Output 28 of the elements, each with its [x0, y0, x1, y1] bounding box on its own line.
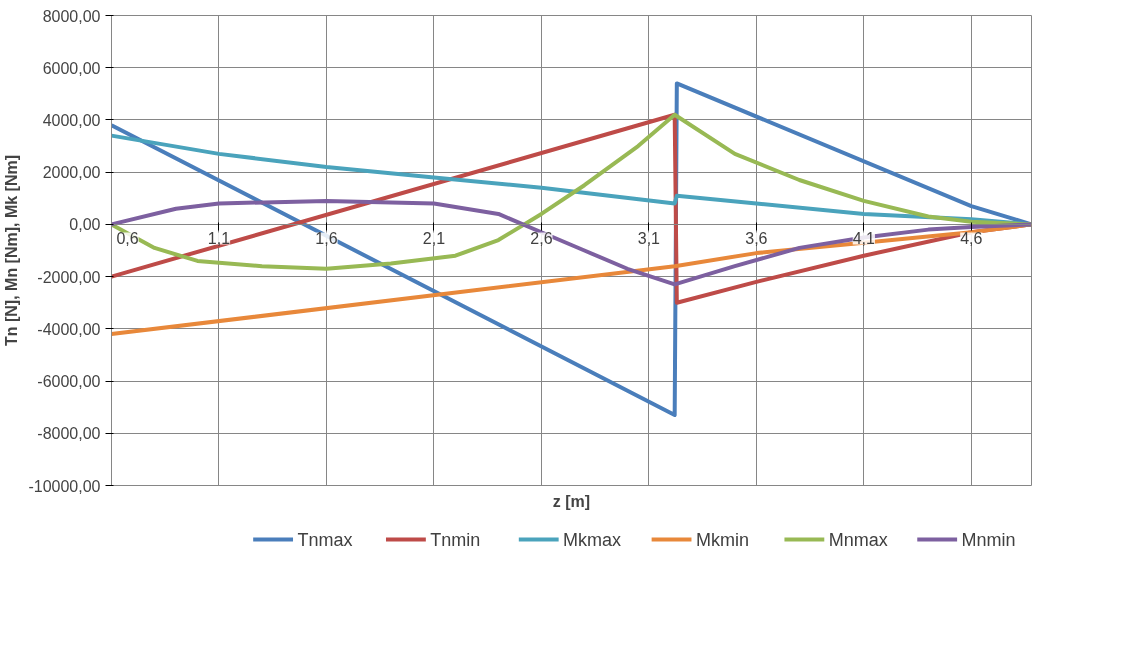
x-tick-label: 1,6 — [315, 230, 338, 248]
y-tick-label: 2000,00 — [42, 164, 101, 182]
legend-label: Tnmax — [297, 529, 353, 550]
y-tick-label: 6000,00 — [42, 59, 101, 77]
legend-label: Mkmax — [563, 529, 622, 550]
y-axis-title: Tn [N], Mn [Nm], Mk [Nm] — [3, 154, 21, 347]
legend-label: Mkmin — [695, 529, 749, 550]
y-tick-label: 4000,00 — [42, 111, 101, 129]
y-tick-label: 0,00 — [69, 216, 101, 234]
legend-label: Mnmax — [828, 529, 888, 550]
legend-label: Mnmin — [961, 529, 1016, 550]
x-tick-label: 2,6 — [530, 230, 553, 248]
y-tick-label: -8000,00 — [37, 425, 101, 443]
y-tick-label: -10000,00 — [28, 477, 101, 495]
line-series — [111, 112, 1032, 271]
y-tick-label: -4000,00 — [37, 320, 101, 338]
x-tick-label: 4,6 — [960, 230, 983, 248]
x-axis-title: z [m] — [552, 492, 591, 510]
legend-label: Tnmin — [430, 529, 481, 550]
x-tick-label: 3,6 — [745, 230, 768, 248]
y-tick-label: -6000,00 — [37, 373, 101, 391]
x-tick-label: 0,6 — [116, 230, 139, 248]
x-tick-label: 2,1 — [422, 230, 446, 248]
x-tick-label: 1,1 — [207, 230, 231, 248]
line-series — [111, 198, 1032, 287]
x-tick-label: 3,1 — [637, 230, 661, 248]
y-tick-label: 8000,00 — [42, 7, 101, 25]
y-tick-label: -2000,00 — [37, 268, 101, 286]
